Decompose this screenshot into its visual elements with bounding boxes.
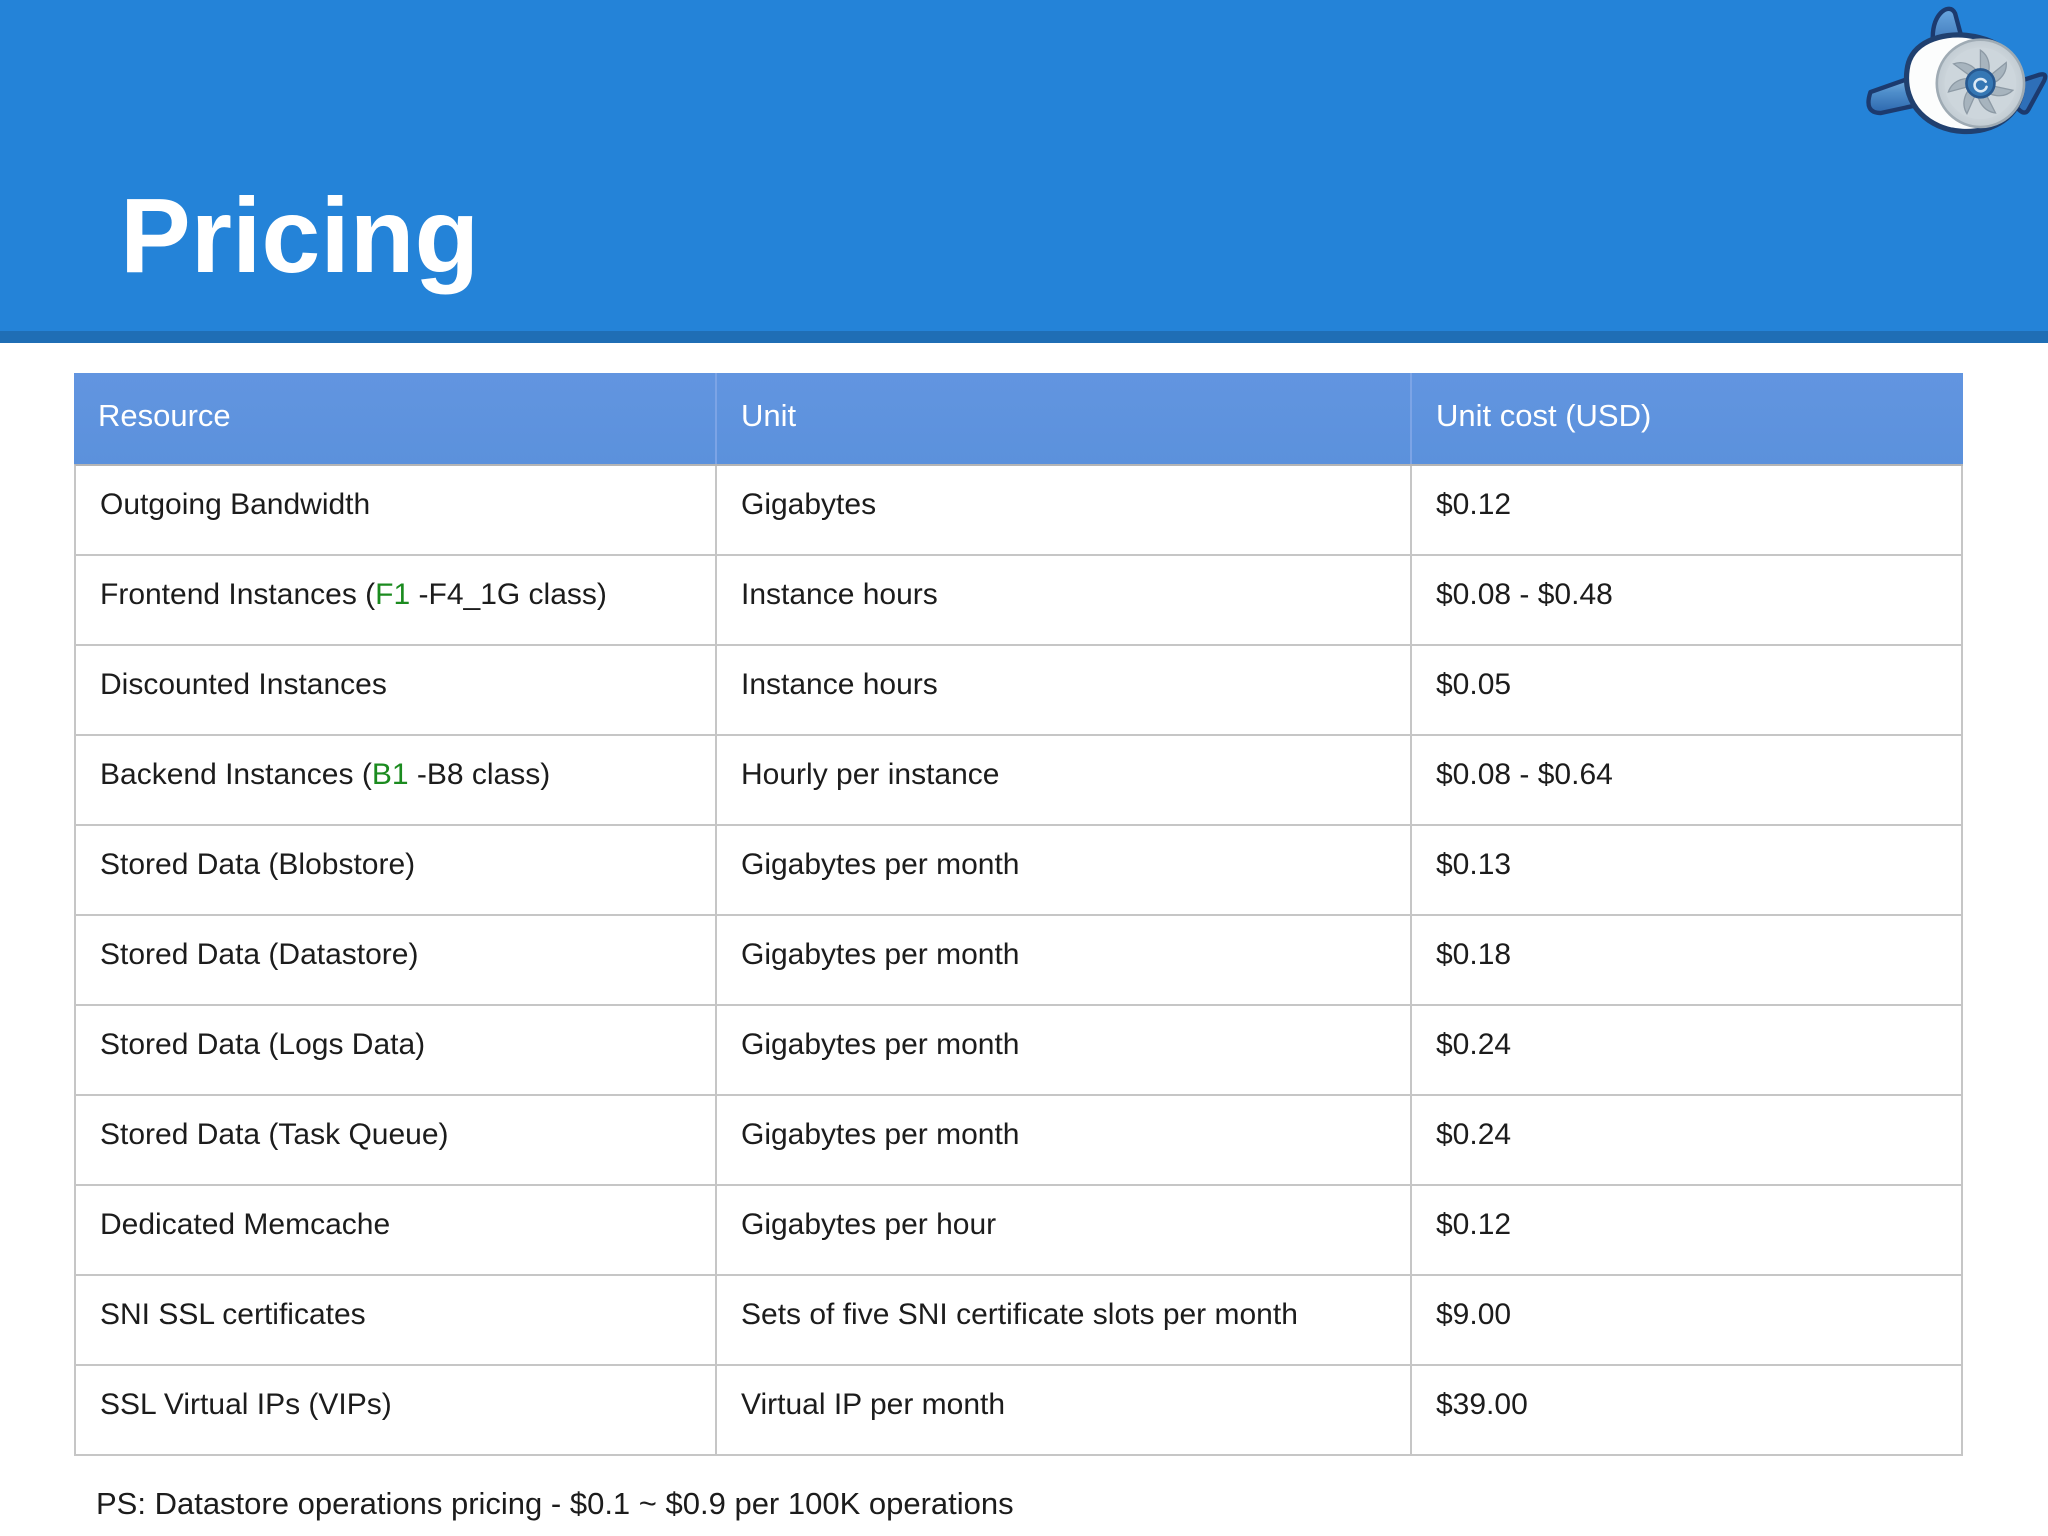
table-row: Dedicated Memcache Gigabytes per hour $0…	[76, 1186, 1963, 1276]
table-row: Outgoing Bandwidth Gigabytes $0.12	[76, 466, 1963, 556]
table-row: Frontend Instances (F1 -F4_1G class) Ins…	[76, 556, 1963, 646]
resource-cell: Frontend Instances (F1 -F4_1G class)	[76, 556, 717, 646]
resource-text: Dedicated Memcache	[100, 1208, 391, 1241]
resource-cell: Stored Data (Datastore)	[76, 916, 717, 1006]
unit-cell: Gigabytes	[717, 466, 1412, 556]
unit-cell: Instance hours	[717, 646, 1412, 736]
resource-text: Stored Data (Task Queue)	[100, 1118, 449, 1151]
unit-cell: Gigabytes per month	[717, 1096, 1412, 1186]
cost-cell: $0.12	[1412, 1186, 1963, 1276]
column-header-unit: Unit	[717, 373, 1412, 464]
unit-cell: Hourly per instance	[717, 736, 1412, 826]
unit-cell: Gigabytes per month	[717, 1006, 1412, 1096]
table-row: Stored Data (Logs Data) Gigabytes per mo…	[76, 1006, 1963, 1096]
table-body: Outgoing Bandwidth Gigabytes $0.12 Front…	[74, 464, 1963, 1456]
resource-text: Stored Data (Datastore)	[100, 938, 419, 971]
cost-cell: $9.00	[1412, 1276, 1963, 1366]
pricing-table: Resource Unit Unit cost (USD) Outgoing B…	[74, 373, 1963, 1456]
resource-text: Outgoing Bandwidth	[100, 488, 371, 521]
resource-text: Stored Data (Logs Data)	[100, 1028, 426, 1061]
resource-text: -F4_1G class)	[410, 578, 607, 611]
cost-cell: $0.24	[1412, 1006, 1963, 1096]
resource-cell: Discounted Instances	[76, 646, 717, 736]
unit-cell: Sets of five SNI certificate slots per m…	[717, 1276, 1412, 1366]
resource-cell: Stored Data (Blobstore)	[76, 826, 717, 916]
unit-cell: Gigabytes per month	[717, 826, 1412, 916]
resource-cell: Outgoing Bandwidth	[76, 466, 717, 556]
table-row: Stored Data (Task Queue) Gigabytes per m…	[76, 1096, 1963, 1186]
resource-text: Backend Instances (	[100, 758, 372, 791]
resource-text: -B8 class)	[408, 758, 551, 791]
resource-cell: Stored Data (Logs Data)	[76, 1006, 717, 1096]
unit-cell: Gigabytes per hour	[717, 1186, 1412, 1276]
datastore-pricing-footnote: PS: Datastore operations pricing - $0.1 …	[96, 1486, 1014, 1521]
resource-text: Frontend Instances (	[100, 578, 376, 611]
table-header-row: Resource Unit Unit cost (USD)	[74, 373, 1963, 464]
page-title: Pricing	[120, 177, 480, 295]
resource-cell: SSL Virtual IPs (VIPs)	[76, 1366, 717, 1456]
table-row: SNI SSL certificates Sets of five SNI ce…	[76, 1276, 1963, 1366]
table-row: SSL Virtual IPs (VIPs) Virtual IP per mo…	[76, 1366, 1963, 1456]
resource-text: SNI SSL certificates	[100, 1298, 366, 1331]
resource-text: Discounted Instances	[100, 668, 387, 701]
column-header-resource: Resource	[74, 373, 717, 464]
resource-cell: SNI SSL certificates	[76, 1276, 717, 1366]
banner-accent-strip	[0, 331, 2048, 343]
resource-cell: Dedicated Memcache	[76, 1186, 717, 1276]
table-row: Discounted Instances Instance hours $0.0…	[76, 646, 1963, 736]
table-row: Backend Instances (B1 -B8 class) Hourly …	[76, 736, 1963, 826]
unit-cell: Instance hours	[717, 556, 1412, 646]
unit-cell: Virtual IP per month	[717, 1366, 1412, 1456]
instance-class-highlight: F1	[375, 578, 411, 611]
resource-text: SSL Virtual IPs (VIPs)	[100, 1388, 392, 1421]
unit-cell: Gigabytes per month	[717, 916, 1412, 1006]
instance-class-highlight: B1	[371, 758, 409, 791]
resource-cell: Stored Data (Task Queue)	[76, 1096, 717, 1186]
cost-cell: $0.18	[1412, 916, 1963, 1006]
resource-cell: Backend Instances (B1 -B8 class)	[76, 736, 717, 826]
cost-cell: $39.00	[1412, 1366, 1963, 1456]
cost-cell: $0.08 - $0.48	[1412, 556, 1963, 646]
title-banner	[0, 0, 2048, 331]
cost-cell: $0.12	[1412, 466, 1963, 556]
cost-cell: $0.13	[1412, 826, 1963, 916]
cost-cell: $0.08 - $0.64	[1412, 736, 1963, 826]
column-header-unit-cost: Unit cost (USD)	[1436, 397, 1652, 433]
app-engine-logo-icon	[1866, 6, 2048, 134]
table-row: Stored Data (Blobstore) Gigabytes per mo…	[76, 826, 1963, 916]
resource-text: Stored Data (Blobstore)	[100, 848, 416, 881]
cost-cell: $0.05	[1412, 646, 1963, 736]
table-row: Stored Data (Datastore) Gigabytes per mo…	[76, 916, 1963, 1006]
cost-cell: $0.24	[1412, 1096, 1963, 1186]
